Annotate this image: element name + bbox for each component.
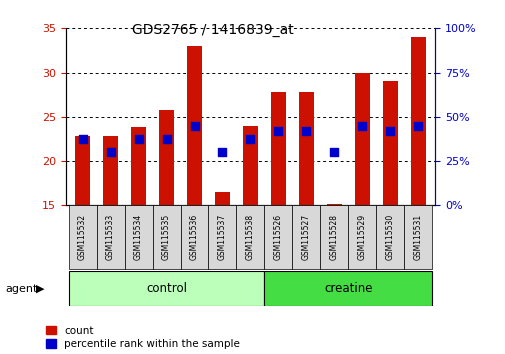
Text: GSM115535: GSM115535 bbox=[162, 214, 171, 260]
Bar bbox=[326, 204, 341, 205]
Bar bbox=[159, 110, 174, 205]
Bar bbox=[410, 37, 425, 205]
Bar bbox=[152, 205, 180, 269]
Point bbox=[106, 149, 114, 155]
Text: GSM115537: GSM115537 bbox=[218, 214, 227, 260]
Point bbox=[386, 128, 394, 134]
Bar bbox=[264, 205, 292, 269]
Point bbox=[274, 128, 282, 134]
Bar bbox=[348, 205, 376, 269]
Text: GSM115530: GSM115530 bbox=[385, 214, 394, 260]
Bar bbox=[103, 136, 118, 205]
Text: GSM115527: GSM115527 bbox=[301, 214, 310, 260]
Text: control: control bbox=[146, 282, 187, 295]
Bar bbox=[96, 205, 124, 269]
Text: GSM115533: GSM115533 bbox=[106, 214, 115, 260]
Bar bbox=[403, 205, 431, 269]
Bar bbox=[180, 205, 208, 269]
Bar bbox=[270, 92, 286, 205]
Point bbox=[302, 128, 310, 134]
Bar bbox=[264, 271, 431, 306]
Point bbox=[246, 136, 254, 142]
Text: GSM115526: GSM115526 bbox=[273, 214, 282, 260]
Bar bbox=[131, 127, 146, 205]
Point bbox=[414, 123, 422, 129]
Point bbox=[78, 136, 86, 142]
Legend: count, percentile rank within the sample: count, percentile rank within the sample bbox=[45, 326, 240, 349]
Text: GSM115531: GSM115531 bbox=[413, 214, 422, 260]
Bar bbox=[69, 271, 264, 306]
Bar bbox=[69, 205, 96, 269]
Text: GSM115532: GSM115532 bbox=[78, 214, 87, 260]
Bar bbox=[320, 205, 348, 269]
Point bbox=[162, 136, 170, 142]
Text: GSM115528: GSM115528 bbox=[329, 214, 338, 260]
Bar bbox=[208, 205, 236, 269]
Text: GDS2765 / 1416839_at: GDS2765 / 1416839_at bbox=[131, 23, 293, 37]
Point bbox=[134, 136, 142, 142]
Text: ▶: ▶ bbox=[36, 284, 45, 293]
Text: agent: agent bbox=[5, 284, 37, 293]
Bar bbox=[214, 192, 230, 205]
Text: GSM115538: GSM115538 bbox=[245, 214, 255, 260]
Bar bbox=[75, 136, 90, 205]
Bar bbox=[354, 73, 369, 205]
Point bbox=[190, 123, 198, 129]
Bar bbox=[236, 205, 264, 269]
Bar bbox=[376, 205, 403, 269]
Bar bbox=[124, 205, 152, 269]
Bar bbox=[382, 81, 397, 205]
Text: GSM115529: GSM115529 bbox=[357, 214, 366, 260]
Text: creatine: creatine bbox=[324, 282, 372, 295]
Point bbox=[358, 123, 366, 129]
Bar bbox=[298, 92, 314, 205]
Bar bbox=[186, 46, 202, 205]
Point bbox=[218, 149, 226, 155]
Bar bbox=[292, 205, 320, 269]
Text: GSM115534: GSM115534 bbox=[134, 214, 143, 260]
Bar bbox=[242, 126, 258, 205]
Text: GSM115536: GSM115536 bbox=[190, 214, 198, 260]
Point bbox=[330, 149, 338, 155]
